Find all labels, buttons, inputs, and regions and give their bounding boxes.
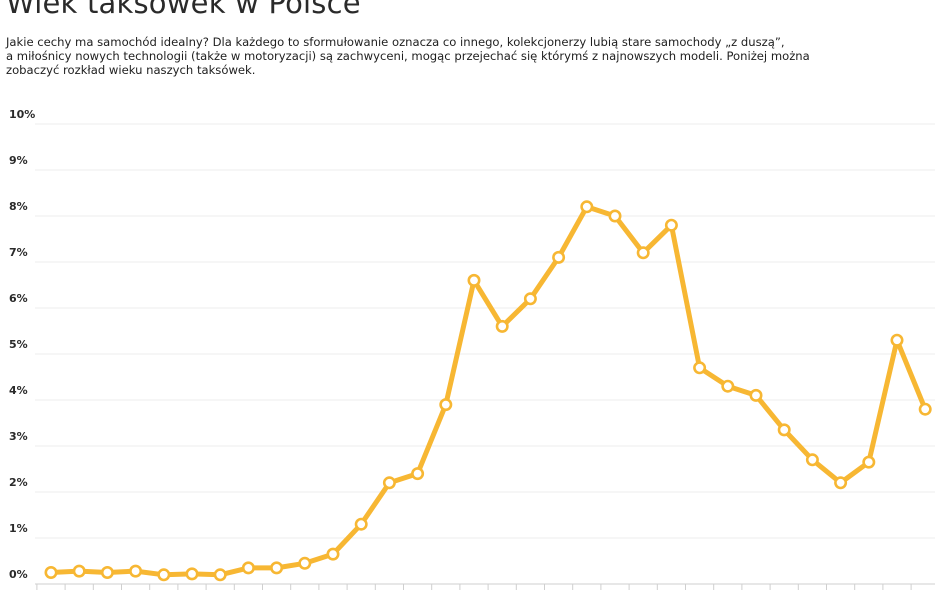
data-point[interactable] bbox=[749, 388, 763, 402]
y-tick-label: 9% bbox=[9, 154, 28, 167]
data-point[interactable] bbox=[805, 453, 819, 467]
data-point[interactable] bbox=[608, 209, 622, 223]
y-tick-label: 2% bbox=[9, 476, 28, 489]
y-tick-label: 3% bbox=[9, 430, 28, 443]
y-tick-label: 6% bbox=[9, 292, 28, 305]
data-point[interactable] bbox=[495, 319, 509, 333]
data-point[interactable] bbox=[270, 561, 284, 575]
data-point[interactable] bbox=[411, 467, 425, 481]
data-point[interactable] bbox=[636, 246, 650, 260]
data-point[interactable] bbox=[890, 333, 904, 347]
y-tick-label: 10% bbox=[9, 108, 35, 121]
data-point[interactable] bbox=[157, 568, 171, 582]
data-point[interactable] bbox=[129, 564, 143, 578]
intro-line: Jakie cechy ma samochód idealny? Dla każ… bbox=[6, 35, 785, 49]
data-point[interactable] bbox=[298, 556, 312, 570]
data-point[interactable] bbox=[523, 292, 537, 306]
data-point[interactable] bbox=[213, 568, 227, 582]
data-point[interactable] bbox=[777, 423, 791, 437]
data-point[interactable] bbox=[580, 200, 594, 214]
data-point[interactable] bbox=[100, 565, 114, 579]
data-point[interactable] bbox=[552, 250, 566, 264]
data-point[interactable] bbox=[382, 476, 396, 490]
y-tick-label: 5% bbox=[9, 338, 28, 351]
data-point[interactable] bbox=[664, 218, 678, 232]
data-point[interactable] bbox=[918, 402, 932, 416]
intro-paragraph: Jakie cechy ma samochód idealny? Dla każ… bbox=[6, 35, 940, 77]
data-point[interactable] bbox=[439, 398, 453, 412]
data-point[interactable] bbox=[721, 379, 735, 393]
data-point[interactable] bbox=[241, 561, 255, 575]
data-point[interactable] bbox=[467, 273, 481, 287]
data-point[interactable] bbox=[834, 476, 848, 490]
data-point[interactable] bbox=[326, 547, 340, 561]
data-point[interactable] bbox=[72, 564, 86, 578]
data-point[interactable] bbox=[354, 517, 368, 531]
data-point[interactable] bbox=[862, 455, 876, 469]
y-tick-label: 1% bbox=[9, 522, 28, 535]
data-point[interactable] bbox=[693, 361, 707, 375]
data-point[interactable] bbox=[185, 567, 199, 581]
intro-line: a miłośnicy nowych technologii (także w … bbox=[6, 49, 810, 63]
data-point[interactable] bbox=[44, 565, 58, 579]
y-tick-label: 7% bbox=[9, 246, 28, 259]
y-tick-label: 8% bbox=[9, 200, 28, 213]
y-tick-label: 0% bbox=[9, 568, 28, 581]
y-tick-label: 4% bbox=[9, 384, 28, 397]
intro-line: zobaczyć rozkład wieku naszych taksówek. bbox=[6, 63, 256, 77]
page-title: Wiek taksówek w Polsce bbox=[6, 0, 361, 20]
